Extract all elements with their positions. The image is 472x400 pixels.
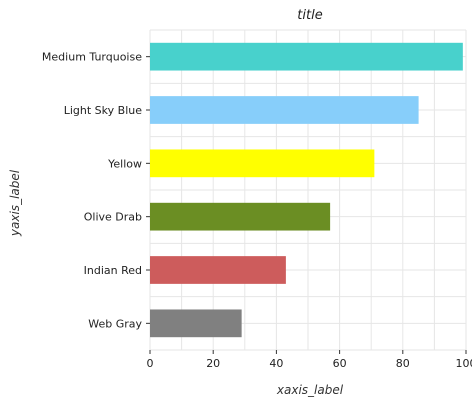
bar (150, 96, 419, 124)
y-axis: Medium Turquoise Light Sky Blue Yellow Oliv… (42, 51, 150, 330)
x-tick-label: 80 (396, 357, 410, 370)
x-tick-label: 60 (333, 357, 347, 370)
y-tick-label: Medium Turquoise (42, 51, 142, 64)
grid (149, 29, 467, 351)
bar (150, 309, 242, 338)
x-tick-label: 0 (147, 357, 154, 370)
x-tick-label: 40 (269, 357, 283, 370)
bars (150, 42, 463, 338)
y-tick-label: Yellow (107, 157, 142, 170)
x-axis-label: xaxis_label (276, 383, 344, 397)
y-tick-label: Web Gray (88, 317, 142, 330)
x-axis: 0 20 40 60 80 100 (147, 350, 472, 370)
chart-title: title (297, 8, 322, 23)
bar (150, 149, 375, 178)
bar (150, 202, 331, 231)
y-tick-label: Light Sky Blue (64, 104, 142, 117)
y-tick-label: Olive Drab (84, 211, 142, 224)
bar (150, 256, 286, 284)
y-axis-label: yaxis_label (8, 169, 22, 237)
x-tick-label: 20 (206, 357, 220, 370)
y-tick-label: Indian Red (84, 264, 142, 277)
x-tick-label: 100 (456, 357, 472, 370)
bar (150, 42, 463, 71)
